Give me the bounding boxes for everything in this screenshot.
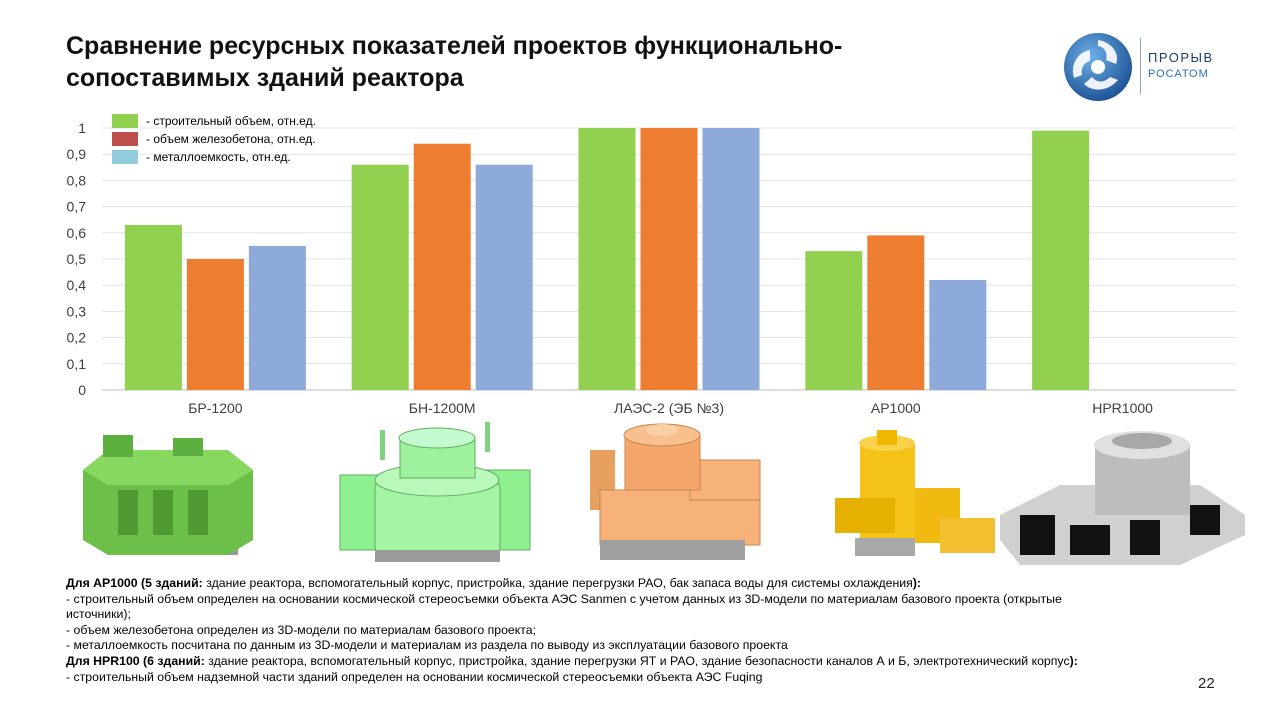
ap1000-heading-end: ):	[912, 576, 922, 590]
x-tick-label: БР-1200	[188, 400, 243, 416]
notes-block: Для АР1000 (5 зданий: здание реактора, в…	[66, 576, 1096, 685]
bar	[475, 164, 533, 390]
bar	[1032, 130, 1090, 390]
legend-swatch	[112, 132, 138, 146]
ap1000-heading-bold: Для АР1000 (5 зданий:	[66, 576, 203, 590]
bar-chart: 0 0,1 0,2 0,3 0,4 0,5 0,6 0,7 0,8 0,9 1 БР-1200 БН-…	[67, 120, 1236, 416]
logo-divider	[1140, 38, 1141, 94]
hpr-heading-bold: Для HPR100 (6 зданий:	[66, 653, 205, 668]
bar	[413, 143, 471, 390]
x-tick-label: ЛАЭС-2 (ЭБ №3)	[614, 400, 724, 416]
logo-line1: ПРОРЫВ	[1148, 50, 1214, 65]
bar	[248, 245, 306, 390]
bar	[186, 259, 244, 390]
bar	[805, 251, 863, 390]
ap1000-model	[835, 430, 995, 556]
ap1000-note-3: - металлоемкость посчитана по данным из …	[66, 638, 788, 653]
logo-line2: РОСАТОМ	[1148, 68, 1209, 80]
rosatom-logo: ПРОРЫВ РОСАТОМ	[1060, 30, 1270, 104]
bn1200m-model	[339, 422, 531, 562]
bar	[929, 279, 987, 390]
hpr-heading-text: здание реактора, вспомогательный корпус,…	[204, 653, 1070, 668]
bar	[351, 164, 409, 390]
y-tick-label: 0,6	[67, 225, 87, 241]
chart-legend: - строительный объем, отн.ед. - объем же…	[112, 112, 316, 166]
bar	[702, 128, 760, 390]
br1200-model	[83, 435, 253, 555]
y-tick-label: 0,3	[67, 303, 87, 319]
y-tick-label: 0,4	[67, 277, 87, 293]
x-tick-label: HPR1000	[1092, 400, 1153, 416]
x-tick-label: АР1000	[871, 400, 921, 416]
hpr1000-model	[1000, 431, 1245, 565]
legend-swatch	[112, 114, 138, 128]
legend-label: - строительный объем, отн.ед.	[146, 114, 316, 128]
ap1000-note-2: - объем железобетона определен из 3D-мод…	[66, 622, 537, 637]
y-tick-label: 0,7	[67, 199, 87, 215]
legend-item: - строительный объем, отн.ед.	[112, 112, 316, 130]
legend-label: - металлоемкость, отн.ед.	[146, 150, 291, 164]
legend-label: - объем железобетона, отн.ед.	[146, 132, 316, 146]
bar	[578, 128, 636, 390]
x-tick-label: БН-1200М	[409, 400, 476, 416]
rosatom-emblem-icon	[1064, 33, 1132, 101]
y-tick-label: 0,5	[67, 251, 87, 267]
y-tick-label: 0,2	[67, 330, 87, 346]
slide-title: Сравнение ресурсных показателей проектов…	[66, 32, 843, 92]
x-axis-labels: БР-1200 БН-1200М ЛАЭС-2 (ЭБ №3) АР1000 HPR10…	[188, 400, 1153, 416]
y-tick-label: 0,1	[67, 356, 87, 372]
bar	[640, 128, 698, 390]
ap1000-heading-text: здание реактора, вспомогательный корпус,…	[202, 576, 913, 590]
bar	[867, 235, 925, 390]
ap1000-heading: Для АР1000 (5 зданий: здание реактора, в…	[66, 576, 1096, 592]
hpr-heading-end: ):	[1069, 653, 1078, 668]
ap1000-note-1: - строительный объем определен на основа…	[66, 591, 1062, 622]
page-number: 22	[1198, 675, 1215, 692]
legend-swatch	[112, 150, 138, 164]
y-tick-label: 1	[78, 120, 86, 136]
y-tick-label: 0	[78, 382, 86, 398]
y-tick-label: 0,9	[67, 146, 87, 162]
legend-item: - металлоемкость, отн.ед.	[112, 148, 316, 166]
building-models	[60, 420, 1260, 570]
y-axis-ticks: 0 0,1 0,2 0,3 0,4 0,5 0,6 0,7 0,8 0,9 1	[67, 120, 87, 398]
bar	[124, 224, 182, 390]
chart-bars	[124, 128, 1090, 390]
laes2-model	[590, 423, 761, 560]
hpr-heading: Для HPR100 (6 зданий: здание реактора, в…	[66, 654, 1096, 670]
y-tick-label: 0,8	[67, 172, 87, 188]
legend-item: - объем железобетона, отн.ед.	[112, 130, 316, 148]
hpr-note-1: - строительный объем надземной части зда…	[66, 669, 763, 684]
